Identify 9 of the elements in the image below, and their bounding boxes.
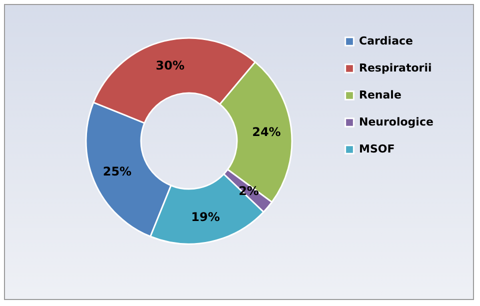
data-label: 24%: [252, 124, 281, 139]
data-label: 19%: [191, 210, 220, 224]
legend-label: MSOF: [359, 142, 395, 156]
data-label: 30%: [156, 58, 184, 72]
legend-label: Renale: [359, 88, 402, 102]
legend-label: Neurologice: [359, 116, 434, 128]
legend-label: Respiratorii: [359, 62, 432, 74]
data-label: 25%: [102, 164, 132, 178]
legend-label: Cardiace: [359, 34, 413, 48]
